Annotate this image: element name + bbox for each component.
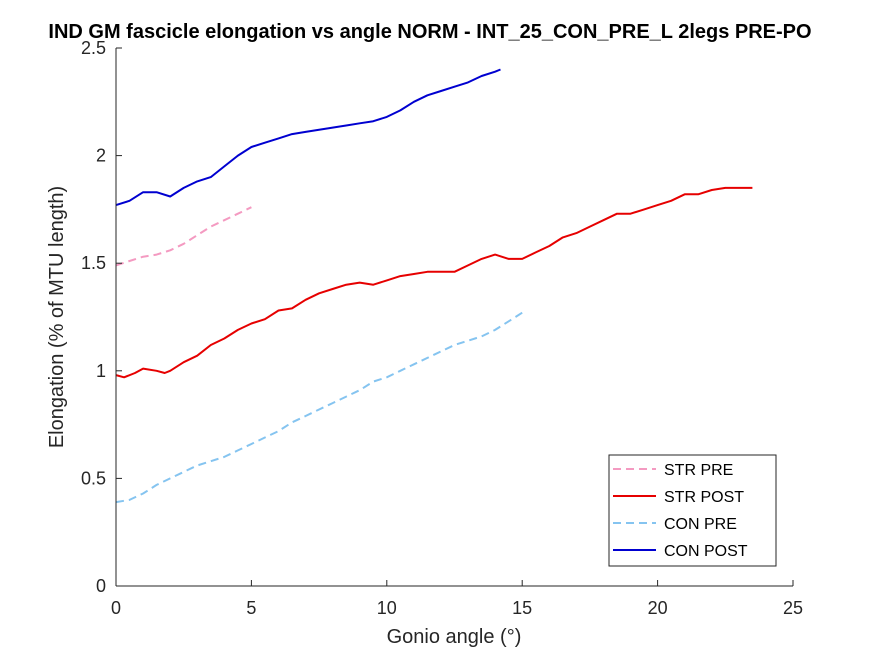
x-tick-label: 5	[246, 598, 256, 618]
x-tick-label: 15	[512, 598, 532, 618]
series-line-str-post	[115, 186, 753, 379]
legend: STR PRE STR POST CON PRE CON POST	[608, 454, 777, 567]
y-tick-label: 0.5	[81, 468, 106, 488]
y-tick-label: 1.5	[81, 253, 106, 273]
series-line-con-pre	[115, 311, 523, 504]
series-line-str-pre	[115, 206, 252, 267]
series-line-con-post	[115, 68, 501, 207]
y-tick-label: 0	[96, 576, 106, 596]
x-tick-label: 25	[783, 598, 803, 618]
y-tick-label: 2.5	[81, 38, 106, 58]
series-layer	[115, 68, 753, 504]
y-tick-label: 1	[96, 361, 106, 381]
legend-entry-label: CON PRE	[664, 516, 737, 533]
y-ticks: 0 0.5 1 1.5 2 2.5	[81, 38, 122, 596]
x-axis-label: Gonio angle (°)	[387, 626, 522, 648]
x-tick-label: 20	[648, 598, 668, 618]
y-tick-label: 2	[96, 146, 106, 166]
x-ticks: 0 5 10 15 20 25	[111, 580, 803, 618]
y-axis-label: Elongation (% of MTU length)	[46, 186, 68, 448]
x-tick-label: 0	[111, 598, 121, 618]
legend-entry-label: STR POST	[664, 489, 744, 506]
legend-entry-label: STR PRE	[664, 462, 733, 479]
chart-title: IND GM fascicle elongation vs angle NORM…	[48, 21, 811, 43]
legend-entry-label: CON POST	[664, 543, 748, 560]
x-tick-label: 10	[377, 598, 397, 618]
legend-box	[608, 454, 777, 567]
